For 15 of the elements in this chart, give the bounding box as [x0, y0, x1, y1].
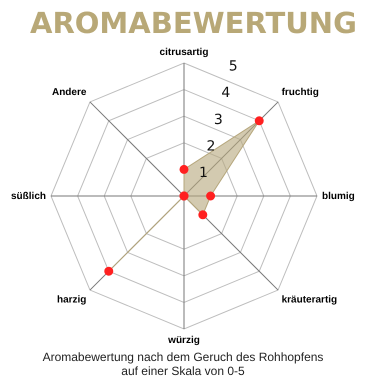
- spoke-label: süßlich: [10, 190, 46, 202]
- spoke-label: fruchtig: [282, 87, 319, 98]
- y-tick-label: 2: [206, 138, 216, 154]
- spoke-label: Andere: [52, 87, 87, 98]
- y-tick-label: 5: [228, 58, 238, 75]
- text: Aromabewertung nach dem Geruch des Rohhopfens auf einer Skala von 0-5: [42, 350, 324, 378]
- spoke-label: würzig: [167, 334, 200, 346]
- y-tick-label: 4: [221, 85, 230, 102]
- spoke-label: citrusartig: [160, 46, 208, 58]
- y-tick-label: 3: [214, 112, 223, 128]
- spoke-label: kräuterartig: [282, 294, 338, 306]
- y-tick-label: 1: [198, 165, 208, 182]
- spoke-label: harzig: [56, 294, 86, 306]
- spoke-label: blumig: [322, 190, 355, 202]
- chart-title: AROMABEWERTUNG: [30, 6, 357, 40]
